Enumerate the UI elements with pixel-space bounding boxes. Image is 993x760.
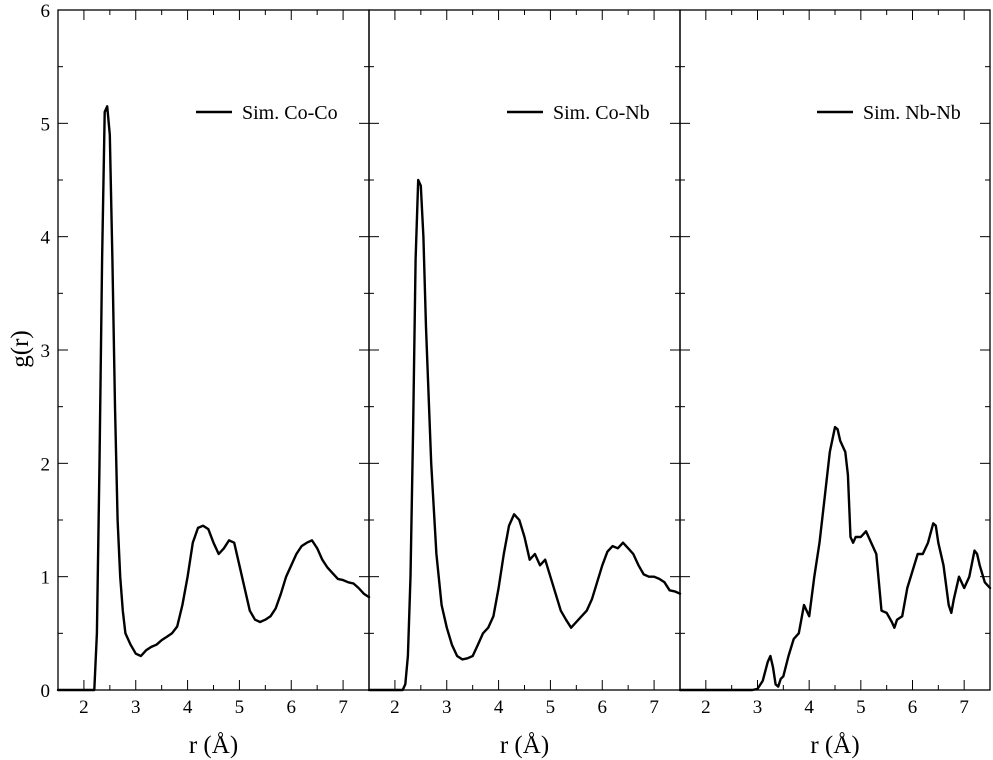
x-tick-label: 2	[390, 697, 400, 718]
legend-label-co-nb: Sim. Co-Nb	[553, 102, 650, 124]
x-tick-label: 3	[131, 697, 141, 718]
panel-nb-nb: 2 3 4 5 6 7 Sim. Nb-Nb r (Å)	[678, 9, 992, 759]
panel-co-co: 0 1 2 3 4 5 6 2 3 4 5 6 7 Sim. Co-Co r (Å)	[41, 1, 371, 759]
panel-ticks	[58, 9, 369, 691]
x-tick-label: 6	[908, 697, 918, 718]
x-tick-label: 7	[649, 697, 659, 718]
series-line-co-co	[56, 105, 371, 692]
x-tick-label: 2	[701, 697, 711, 718]
y-tick-label: 6	[41, 1, 51, 22]
panel-ticks	[680, 9, 990, 691]
x-tick-label: 4	[494, 697, 504, 718]
x-tick-label: 6	[598, 697, 608, 718]
x-tick-label: 5	[235, 697, 245, 718]
x-tick-labels: 2 3 4 5 6 7	[79, 697, 348, 718]
series-line-nb-nb	[678, 425, 992, 692]
x-tick-label: 5	[856, 697, 866, 718]
x-tick-label: 4	[183, 697, 193, 718]
x-tick-labels: 2 3 4 5 6 7	[390, 697, 659, 718]
x-tick-label: 7	[338, 697, 348, 718]
y-tick-label: 0	[41, 681, 51, 702]
panel-co-nb: 2 3 4 5 6 7 Sim. Co-Nb r (Å)	[367, 9, 682, 759]
y-tick-label: 4	[41, 228, 51, 249]
legend-label-nb-nb: Sim. Nb-Nb	[863, 102, 961, 124]
legend-label-co-co: Sim. Co-Co	[242, 102, 338, 124]
x-tick-label: 2	[79, 697, 89, 718]
x-tick-label: 4	[804, 697, 814, 718]
y-axis-label: g(r)	[7, 330, 34, 367]
y-tick-label: 2	[41, 454, 51, 475]
x-axis-label: r (Å)	[810, 732, 859, 759]
y-tick-label: 3	[41, 341, 51, 362]
y-tick-label: 5	[41, 114, 51, 135]
x-tick-label: 7	[959, 697, 969, 718]
x-tick-label: 6	[287, 697, 297, 718]
x-tick-label: 3	[442, 697, 452, 718]
series-line-co-nb	[367, 178, 682, 692]
y-tick-labels: 0 1 2 3 4 5 6	[41, 1, 51, 702]
x-tick-labels: 2 3 4 5 6 7	[701, 697, 969, 718]
x-tick-label: 5	[546, 697, 556, 718]
x-tick-label: 3	[753, 697, 763, 718]
x-axis-label: r (Å)	[189, 732, 238, 759]
x-axis-label: r (Å)	[500, 732, 549, 759]
y-tick-label: 1	[41, 568, 51, 589]
